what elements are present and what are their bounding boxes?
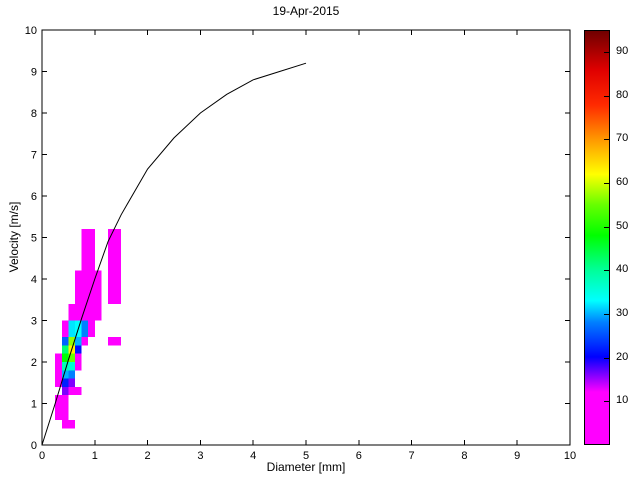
heatmap-cell [61,337,69,346]
heatmap-cell [75,362,82,371]
colorbar-tick [604,401,609,402]
heatmap-cell [88,320,95,338]
heatmap-cell [81,270,89,304]
y-tick-label: 3 [31,316,37,328]
x-tick-label: 8 [461,450,467,462]
heatmap-cell [68,362,75,371]
y-tick-label: 2 [31,357,37,369]
x-tick-label: 6 [356,450,362,462]
y-tick-label: 9 [31,67,37,79]
heatmap-cell [55,370,62,379]
colorbar-tick-label: 20 [616,351,629,363]
heatmap-cell [55,395,62,404]
heatmap-cell [75,303,82,321]
colorbar-tick [604,96,609,97]
colorbar-tick-label: 90 [616,45,629,57]
heatmap-cell [68,420,75,429]
heatmap-cell [81,303,89,321]
heatmap-cell [75,337,82,346]
colorbar-tick [604,52,609,53]
heatmap-cell [75,353,82,362]
heatmap-cell [55,353,62,362]
x-tick-label: 1 [92,450,98,462]
colorbar-tick-label: 40 [616,263,629,275]
heatmap-cell [94,303,102,321]
x-tick-label: 2 [145,450,151,462]
heatmap-cell [68,303,75,321]
y-tick-label: 8 [31,108,37,120]
heatmap-cell [68,386,75,396]
heatmap-cell [75,345,82,354]
x-tick-label: 5 [303,450,309,462]
heatmap-cell [68,337,75,346]
heatmap-cell [61,403,69,412]
heatmap-cell [55,411,62,421]
heatmap-cell [61,378,69,387]
colorbar-tick-label: 70 [616,132,629,144]
heatmap-cell [68,370,75,379]
colorbar-tick-label: 10 [616,394,629,406]
colorbar-tick-label: 50 [616,220,629,232]
heatmap-cell [55,403,62,412]
heatmap-cell [108,337,122,346]
heatmap-cell [55,378,62,387]
terminal-velocity-curve [41,62,307,446]
heatmap-cell [61,420,69,429]
y-tick-label: 7 [31,150,37,162]
heatmap-cell [68,320,75,338]
y-tick-label: 1 [31,399,37,411]
y-tick-label: 6 [31,191,37,203]
heatmap-cell [61,395,69,404]
colorbar-tick [604,358,609,359]
y-tick-label: 10 [25,25,37,37]
x-tick-label: 10 [564,450,576,462]
heatmap-cell [81,229,89,271]
heatmap-cell [68,353,75,362]
heatmap-cell [61,370,69,379]
heatmap-cell [75,270,82,304]
colorbar-tick [604,270,609,271]
x-tick-label: 7 [409,450,415,462]
colorbar-tick [604,139,609,140]
heatmap-cell [61,411,69,421]
x-axis-label: Diameter [mm] [266,460,346,474]
y-tick-label: 5 [31,233,37,245]
colorbar [584,30,610,445]
y-tick-label: 0 [31,440,37,452]
heatmap-cell [108,229,122,271]
x-tick-label: 9 [514,450,520,462]
heatmap-cell [75,386,82,396]
heatmap-cell [61,386,69,396]
x-tick-label: 3 [197,450,203,462]
y-tick-label: 4 [31,274,37,286]
heatmap-cell [88,229,95,271]
colorbar-tick-label: 60 [616,176,629,188]
colorbar-tick-label: 80 [616,89,629,101]
heatmap-cell [88,303,95,321]
colorbar-tick [604,227,609,228]
colorbar-tick [604,183,609,184]
heatmap-cell [108,270,122,304]
heatmap-cell [68,378,75,387]
heatmap-cell [81,337,89,346]
colorbar-tick-label: 30 [616,307,629,319]
heatmap-cell [61,345,69,354]
heatmap-cell [61,353,69,362]
x-tick-label: 0 [39,450,45,462]
x-tick-label: 4 [250,450,256,462]
chart-title: 19-Apr-2015 [272,4,340,18]
heatmap-cell [55,362,62,371]
heatmap-cell [61,362,69,371]
colorbar-tick [604,314,609,315]
heatmap-cell [61,320,69,338]
heatmap-cell [94,270,102,304]
heatmap-cell [81,320,89,338]
